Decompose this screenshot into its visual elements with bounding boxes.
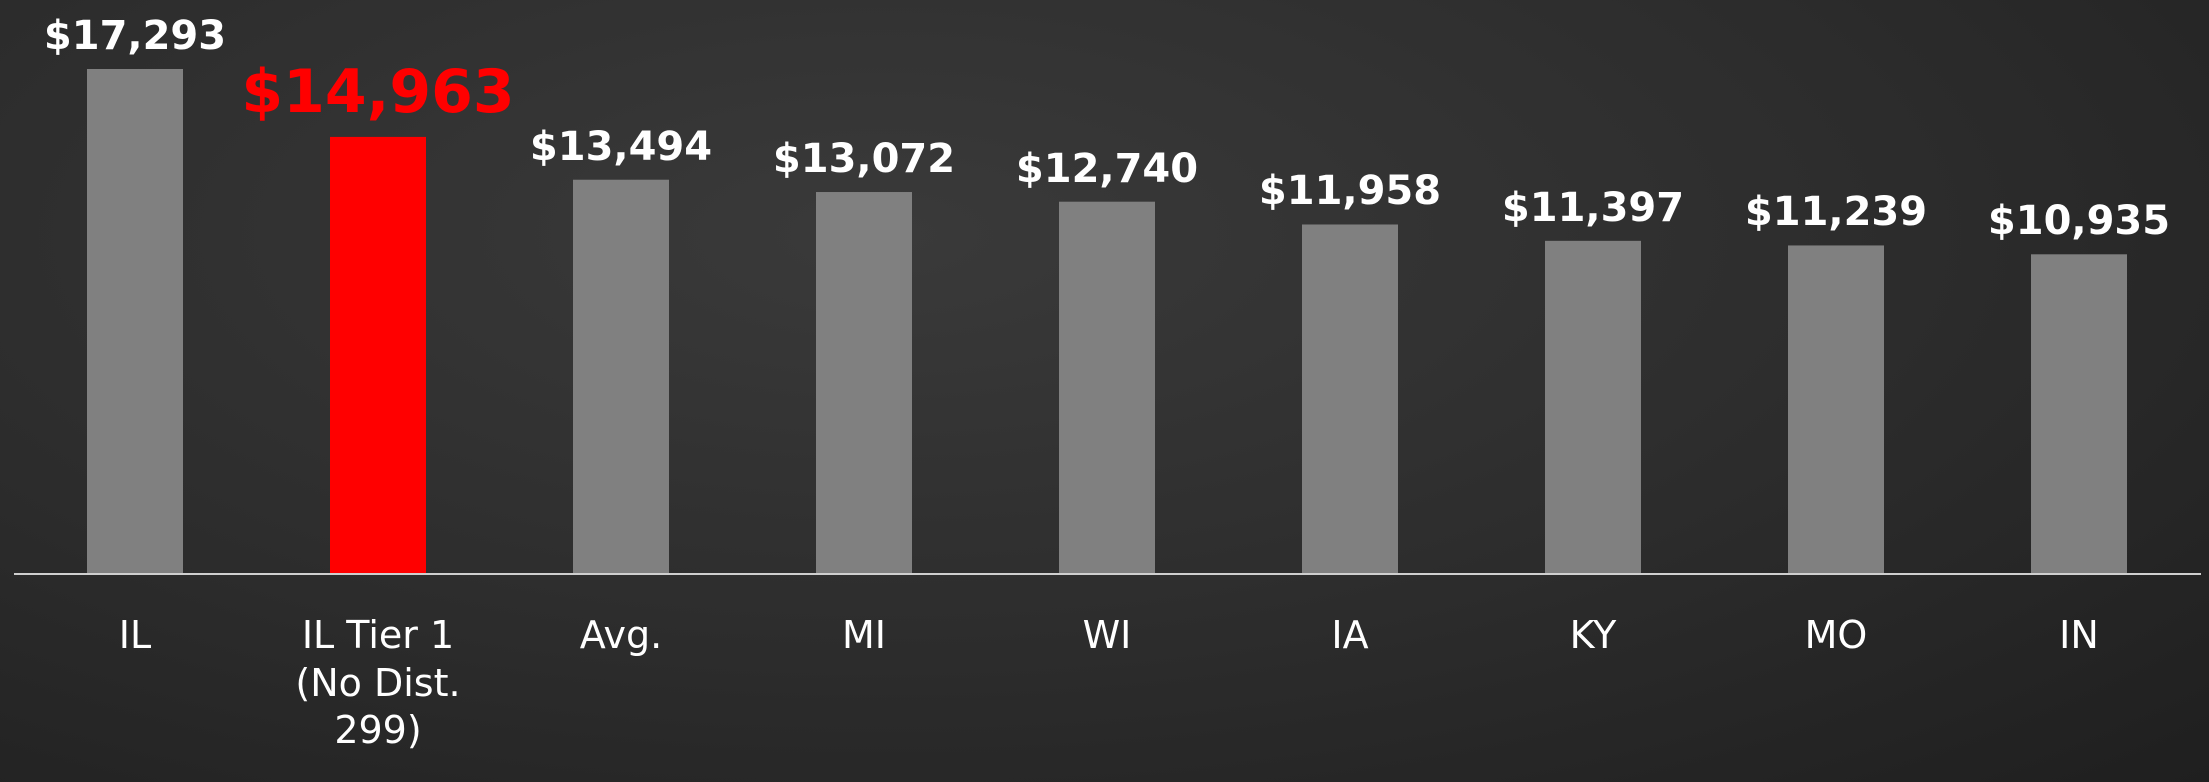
x-tick-label: IL xyxy=(118,613,152,657)
bar xyxy=(1545,240,1641,573)
value-label: $11,239 xyxy=(1744,189,1928,236)
value-label: $11,397 xyxy=(1501,184,1685,231)
value-label: $13,072 xyxy=(772,136,956,183)
value-label: $10,935 xyxy=(1987,198,2171,245)
bar xyxy=(1302,224,1398,574)
x-tick-label: KY xyxy=(1569,613,1617,657)
x-tick-label: IN xyxy=(2059,613,2099,657)
bar xyxy=(573,179,669,573)
value-label: $13,494 xyxy=(529,123,713,170)
x-tick-label: WI xyxy=(1082,613,1132,657)
value-label: $14,963 xyxy=(241,56,515,127)
value-label: $11,958 xyxy=(1258,168,1442,215)
value-label: $12,740 xyxy=(1015,145,1199,192)
x-tick-label: IA xyxy=(1331,613,1369,657)
bar xyxy=(1059,201,1155,574)
x-tick-label: Avg. xyxy=(579,613,663,657)
bar xyxy=(1788,245,1884,573)
bar xyxy=(87,69,183,573)
bar xyxy=(816,192,912,573)
x-tick-label: MO xyxy=(1804,613,1868,657)
x-tick-label: IL Tier 1 (No Dist. 299) xyxy=(295,613,461,752)
x-tick-label: MI xyxy=(842,613,886,657)
bar xyxy=(330,136,426,574)
bar xyxy=(2031,254,2127,574)
value-label: $17,293 xyxy=(43,13,227,59)
